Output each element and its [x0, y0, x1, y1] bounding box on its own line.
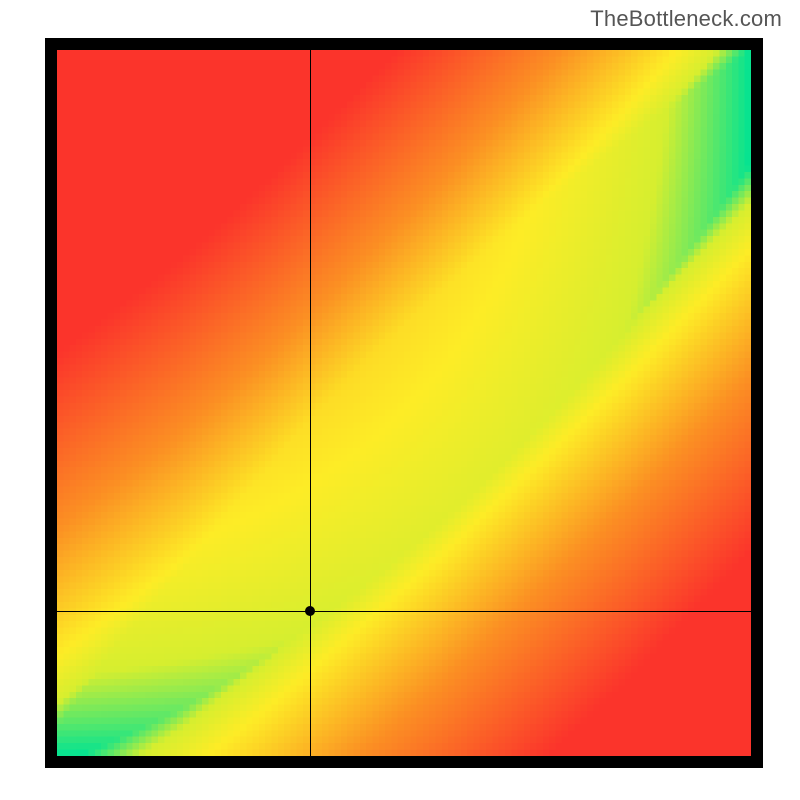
- crosshair-horizontal: [57, 611, 751, 612]
- attribution-text: TheBottleneck.com: [590, 6, 782, 32]
- bottleneck-heatmap: [57, 50, 751, 756]
- root-container: TheBottleneck.com: [0, 0, 800, 800]
- crosshair-vertical: [310, 50, 311, 756]
